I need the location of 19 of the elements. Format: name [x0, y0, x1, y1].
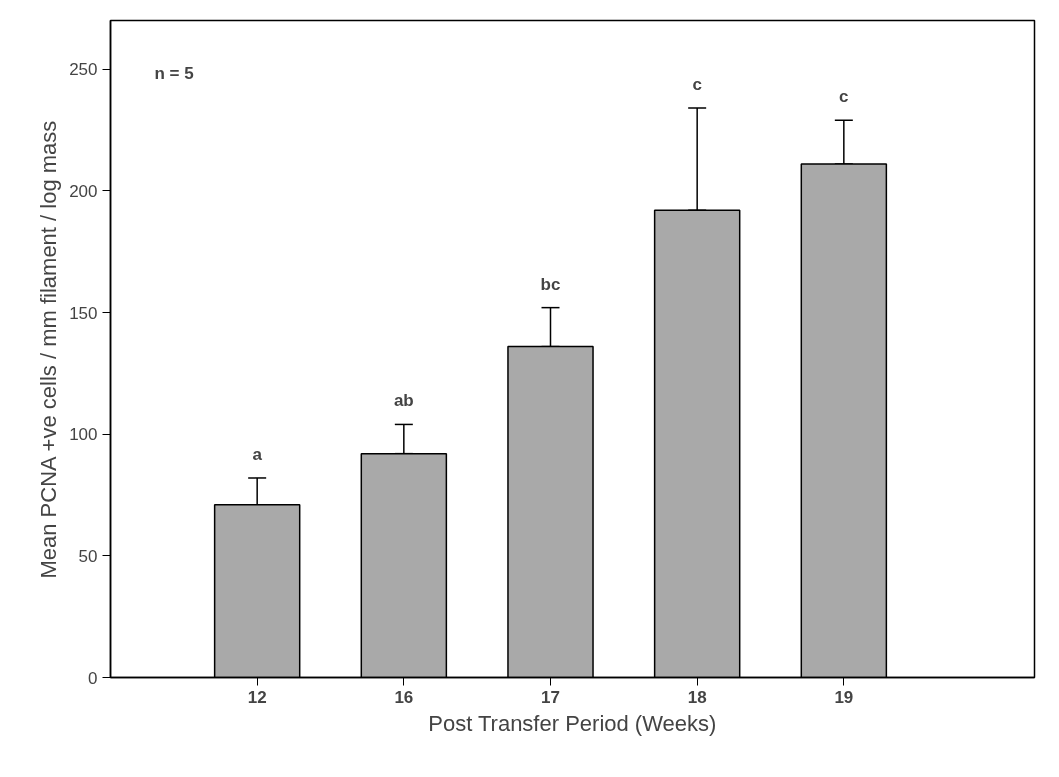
- y-tick-label: 100: [69, 425, 98, 445]
- y-tick-label: 50: [78, 546, 98, 566]
- y-tick-label: 150: [69, 303, 98, 323]
- annotation: n = 5: [154, 63, 194, 83]
- x-tick-label: 16: [394, 687, 414, 707]
- annotation: c: [839, 87, 849, 107]
- y-tick-label: 0: [88, 668, 98, 688]
- annotation: a: [252, 444, 263, 464]
- y-tick-label: 250: [69, 60, 98, 80]
- y-axis-title: Mean PCNA +ve cells / mm filament / log mass: [36, 120, 62, 579]
- x-axis-title: Post Transfer Period (Weeks): [428, 710, 717, 736]
- x-tick-label: 17: [541, 687, 560, 707]
- annotation: c: [692, 75, 702, 95]
- x-tick-label: 18: [687, 687, 707, 707]
- annotation: bc: [540, 274, 561, 294]
- y-tick-label: 200: [69, 181, 98, 201]
- x-tick-label: 12: [247, 687, 267, 707]
- x-tick-label: 19: [834, 687, 854, 707]
- annotation: ab: [393, 391, 414, 411]
